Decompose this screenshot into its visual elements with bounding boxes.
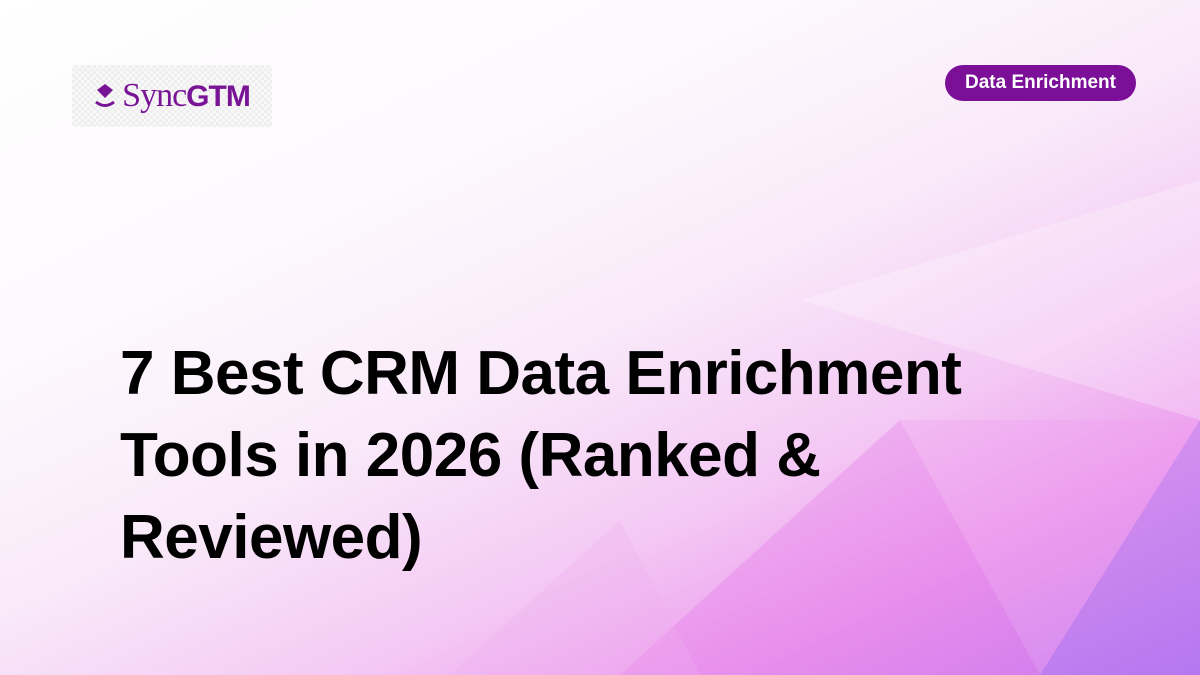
- page-title: 7 Best CRM Data Enrichment Tools in 2026…: [120, 339, 962, 572]
- syncgtm-logo[interactable]: SyncGTM: [72, 65, 272, 127]
- logo-mark-icon: [95, 84, 116, 107]
- category-badge[interactable]: Data Enrichment: [945, 65, 1136, 101]
- logo-text: SyncGTM: [122, 77, 251, 114]
